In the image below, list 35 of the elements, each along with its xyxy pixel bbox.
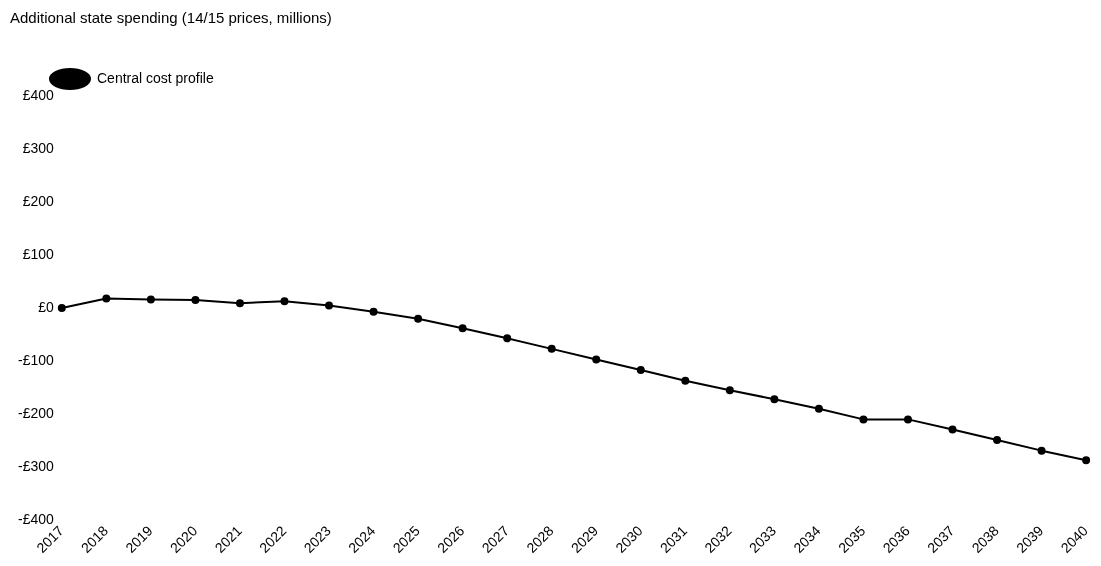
point (369, 307, 378, 316)
point (503, 334, 512, 343)
y-tick-label: £400 (22, 86, 55, 103)
point (235, 299, 244, 308)
point (458, 324, 467, 333)
point (414, 314, 423, 323)
point (191, 296, 200, 305)
y-tick-label: -£100 (17, 351, 55, 368)
y-tick-label: £100 (22, 245, 55, 262)
y-tick-label: -£400 (17, 510, 55, 527)
y-tick-label: -£300 (17, 457, 55, 474)
point (903, 415, 912, 424)
point (993, 436, 1002, 445)
point (1082, 456, 1091, 465)
point (57, 304, 66, 313)
point (948, 425, 957, 434)
y-tick-label: £300 (22, 139, 55, 156)
point (636, 366, 645, 375)
point (859, 415, 868, 424)
y-tick-label: £0 (38, 298, 55, 315)
point (1037, 446, 1046, 455)
legend-label: Central cost profile (97, 69, 214, 86)
point (725, 386, 734, 395)
point (681, 376, 690, 385)
point (592, 355, 601, 364)
point (325, 301, 334, 310)
point (146, 295, 155, 304)
point (770, 395, 779, 404)
point (814, 404, 823, 413)
y-tick-label: -£200 (17, 404, 55, 421)
point (547, 344, 556, 353)
y-tick-label: £200 (22, 192, 55, 209)
point (102, 294, 111, 303)
point (280, 297, 289, 306)
chart-title: Additional state spending (14/15 prices, millions) (10, 9, 332, 27)
